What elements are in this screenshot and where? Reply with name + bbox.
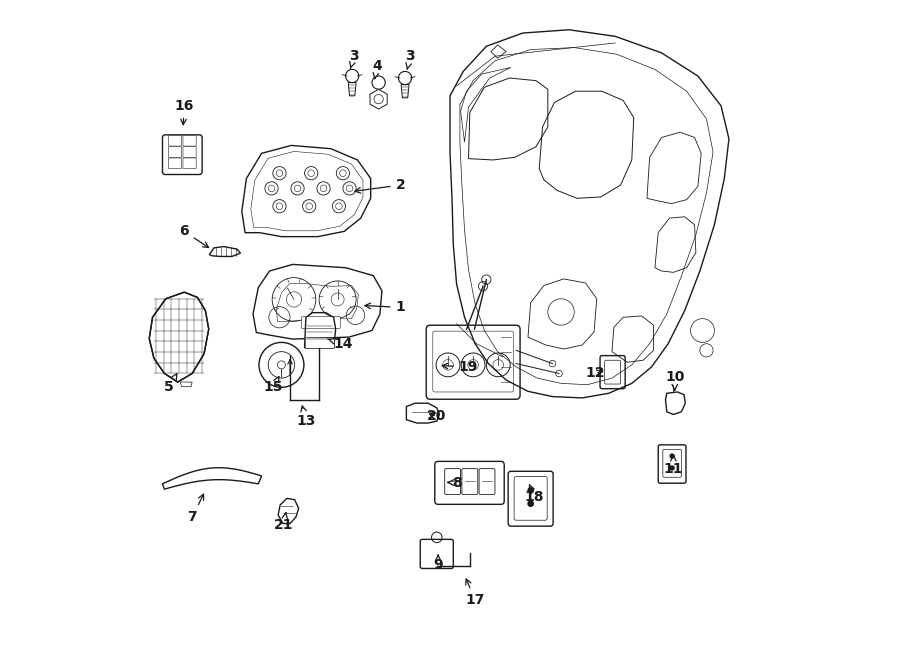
Text: 20: 20 [428, 409, 446, 424]
Circle shape [528, 501, 534, 506]
Text: 5: 5 [164, 373, 177, 394]
Text: 19: 19 [442, 360, 478, 374]
FancyBboxPatch shape [600, 356, 626, 389]
FancyBboxPatch shape [605, 360, 620, 384]
FancyBboxPatch shape [420, 539, 454, 568]
Text: 1: 1 [364, 300, 405, 315]
FancyBboxPatch shape [168, 147, 182, 157]
FancyBboxPatch shape [427, 325, 520, 399]
Text: 14: 14 [328, 336, 353, 351]
FancyBboxPatch shape [479, 469, 495, 494]
FancyBboxPatch shape [168, 158, 182, 169]
Text: 10: 10 [665, 369, 684, 390]
Text: 18: 18 [525, 485, 544, 504]
Text: 2: 2 [355, 178, 405, 193]
FancyBboxPatch shape [183, 158, 196, 169]
FancyBboxPatch shape [302, 317, 340, 329]
Text: 13: 13 [296, 406, 316, 428]
Circle shape [670, 466, 674, 470]
Circle shape [528, 488, 534, 493]
Text: 3: 3 [349, 49, 359, 69]
FancyBboxPatch shape [658, 445, 686, 483]
FancyBboxPatch shape [508, 471, 554, 526]
FancyBboxPatch shape [445, 469, 461, 494]
Text: 21: 21 [274, 513, 293, 533]
Text: 4: 4 [373, 59, 382, 79]
Text: 11: 11 [663, 455, 683, 477]
Text: 12: 12 [586, 366, 605, 381]
Text: 8: 8 [448, 475, 462, 490]
FancyBboxPatch shape [662, 449, 681, 477]
FancyBboxPatch shape [514, 477, 547, 520]
Text: 3: 3 [406, 49, 415, 69]
Text: 15: 15 [264, 377, 284, 394]
Text: 9: 9 [433, 555, 443, 572]
FancyBboxPatch shape [433, 331, 514, 392]
Text: 17: 17 [465, 579, 485, 607]
FancyBboxPatch shape [305, 338, 334, 348]
FancyBboxPatch shape [183, 136, 196, 146]
Text: 7: 7 [187, 494, 203, 524]
FancyBboxPatch shape [163, 135, 202, 175]
Text: 16: 16 [175, 98, 194, 125]
FancyBboxPatch shape [435, 461, 504, 504]
Text: 6: 6 [179, 224, 209, 247]
FancyBboxPatch shape [462, 469, 478, 494]
Circle shape [670, 454, 674, 458]
FancyBboxPatch shape [168, 136, 182, 146]
FancyBboxPatch shape [183, 147, 196, 157]
